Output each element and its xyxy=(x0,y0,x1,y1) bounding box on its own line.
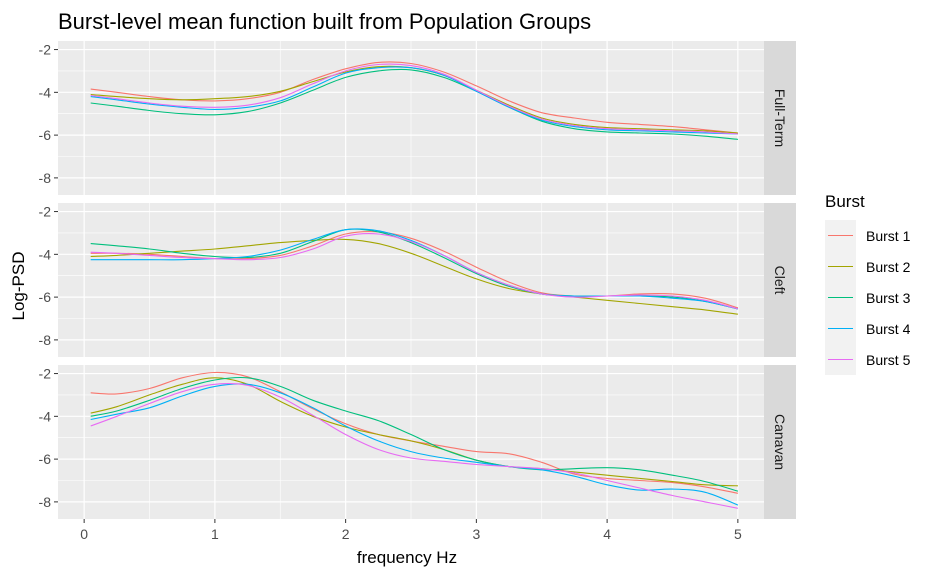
panel-cleft: -2 -4 -6 -8 Cleft xyxy=(39,203,796,357)
series-line-burst-2 xyxy=(90,377,738,487)
series-line-burst-1 xyxy=(90,231,739,309)
chart-title: Burst-level mean function built from Pop… xyxy=(58,9,591,34)
y-tick-label: -6 xyxy=(39,127,52,143)
legend: Burst Burst 1 Burst 2 Burst 3 Burst 4 Burst … xyxy=(825,192,911,375)
legend-item-burst-1: Burst 1 xyxy=(866,228,911,244)
x-tick-label: 0 xyxy=(80,526,88,542)
facet-label: Canavan xyxy=(772,414,788,470)
series-line-burst-4 xyxy=(90,228,739,310)
x-tick-label: 2 xyxy=(342,526,350,542)
facet-label: Full-Term xyxy=(772,89,788,147)
y-tick-label: -2 xyxy=(39,366,52,382)
x-tick-label: 3 xyxy=(472,526,480,542)
panel-canavan: -2 -4 -6 -8 Canavan xyxy=(39,365,796,519)
y-tick-label: -8 xyxy=(39,170,52,186)
y-tick-label: -8 xyxy=(39,494,52,510)
legend-title: Burst xyxy=(825,192,865,211)
legend-item-burst-2: Burst 2 xyxy=(866,259,911,275)
series-line-burst-1 xyxy=(90,61,738,134)
panel-full-term: -2 -4 -6 -8 Full-Term xyxy=(39,41,796,195)
y-tick-label: -6 xyxy=(39,451,52,467)
facet-strip xyxy=(764,203,796,357)
facet-strip xyxy=(764,41,796,195)
series-line-burst-5 xyxy=(90,63,738,135)
x-tick-label: 1 xyxy=(211,526,219,542)
legend-item-burst-3: Burst 3 xyxy=(866,290,911,306)
y-tick-label: -4 xyxy=(39,84,52,100)
x-axis: 0 1 2 3 4 5 xyxy=(80,519,742,542)
series-line-burst-3 xyxy=(90,376,739,492)
legend-item-burst-4: Burst 4 xyxy=(866,321,911,337)
x-tick-label: 4 xyxy=(603,526,611,542)
y-tick-label: -6 xyxy=(39,289,52,305)
panels-layer: -2 -4 -6 -8 Full-Term -2 -4 -6 -8 Cleft -2 -4 -6 -8 Ca… xyxy=(39,41,796,542)
y-axis-label: Log-PSD xyxy=(9,252,28,321)
series-line-burst-4 xyxy=(90,66,738,135)
series-line-burst-3 xyxy=(90,68,738,140)
x-tick-label: 5 xyxy=(734,526,742,542)
y-tick-label: -2 xyxy=(39,42,52,58)
y-tick-label: -2 xyxy=(39,204,52,220)
facet-strip xyxy=(764,365,796,519)
facet-label: Cleft xyxy=(772,266,788,295)
y-tick-label: -8 xyxy=(39,332,52,348)
series-line-burst-5 xyxy=(90,383,739,509)
x-axis-label: frequency Hz xyxy=(357,548,457,567)
series-line-burst-4 xyxy=(90,383,739,506)
legend-item-burst-5: Burst 5 xyxy=(866,352,911,368)
y-tick-label: -4 xyxy=(39,408,52,424)
y-tick-label: -4 xyxy=(39,246,52,262)
series-line-burst-2 xyxy=(90,238,738,315)
series-line-burst-5 xyxy=(90,233,739,310)
